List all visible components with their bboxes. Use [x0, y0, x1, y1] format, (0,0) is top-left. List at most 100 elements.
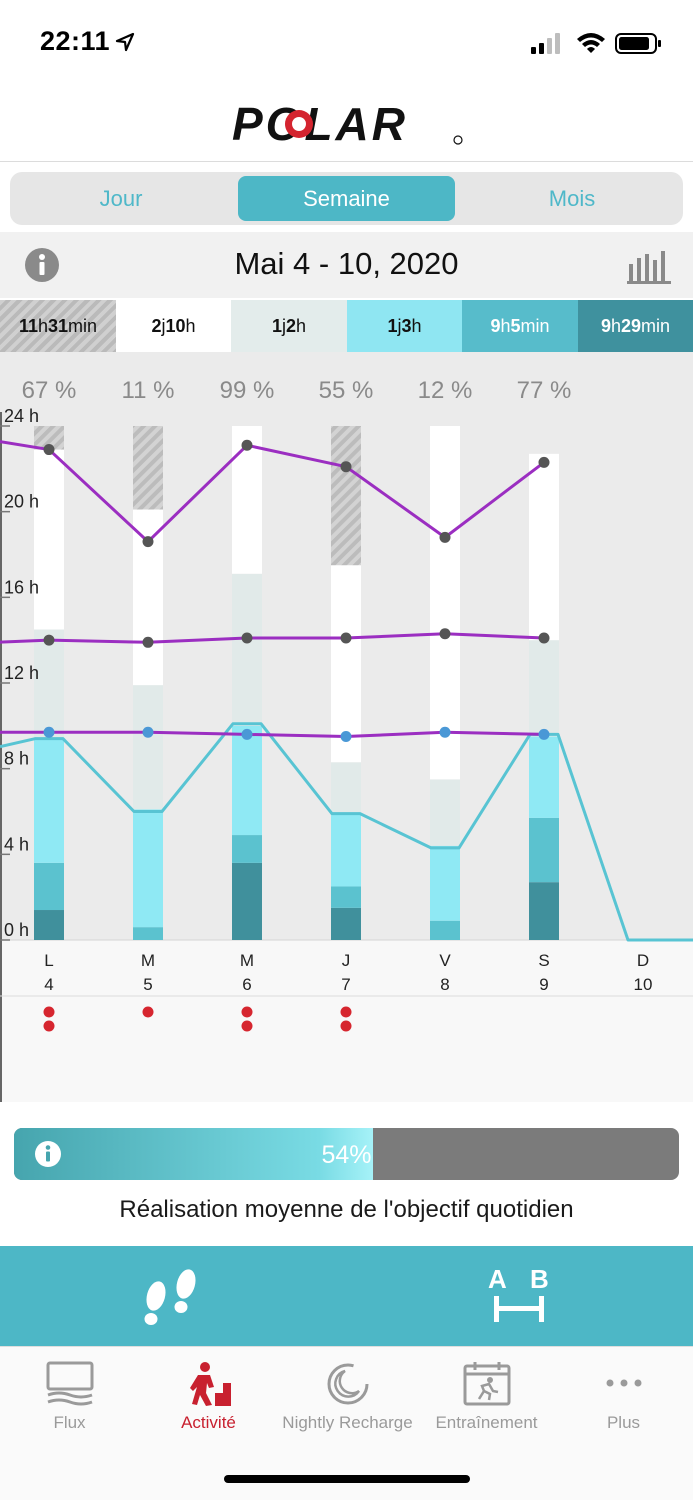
more-icon: [606, 1379, 641, 1387]
daily-goal-progress-bar: 54%: [14, 1128, 679, 1180]
progress-fill: [14, 1128, 374, 1180]
svg-text:A: A: [488, 1264, 507, 1294]
progress-info-icon[interactable]: [34, 1140, 62, 1168]
middle-line-point: [142, 636, 154, 648]
bar-segment-dark: [331, 907, 361, 940]
wifi-icon: [577, 33, 605, 53]
day-letter-label: S: [538, 951, 549, 970]
signal-icon: [531, 33, 560, 54]
home-indicator: [224, 1475, 470, 1483]
bar-segment-grey: [430, 779, 460, 846]
bar-segment-hatched: [133, 426, 163, 510]
tabbar-item-feed[interactable]: Flux: [0, 1347, 139, 1447]
bar-segment-light: [331, 813, 361, 887]
footsteps-icon[interactable]: [140, 1266, 206, 1328]
polar-logo: POLAR: [232, 102, 463, 146]
goal-percent-label: 11 %: [122, 377, 175, 404]
upper-line-point: [241, 439, 253, 451]
bar-segment-white: [133, 509, 163, 686]
blue-line-point: [241, 728, 253, 740]
upper-line-point: [538, 456, 550, 468]
day-letter-label: M: [240, 951, 254, 970]
bar-segment-dark: [232, 862, 262, 940]
tab-month[interactable]: Mois: [548, 186, 596, 211]
training-dot: [43, 1020, 55, 1032]
training-dot: [241, 1006, 253, 1018]
bar-chart-icon[interactable]: [627, 248, 671, 284]
info-icon[interactable]: [24, 247, 60, 283]
feed-icon: [46, 1361, 93, 1406]
training-dot: [142, 1006, 154, 1018]
tabbar-item-training[interactable]: Entraînement: [417, 1347, 556, 1447]
day-letter-label: L: [44, 951, 53, 970]
status-icons: [531, 33, 661, 54]
upper-line-point: [43, 444, 55, 456]
activity-icon: [189, 1362, 231, 1406]
tabbar-item-activity[interactable]: Activité: [139, 1347, 278, 1447]
date-header: Mai 4 - 10, 2020: [0, 232, 693, 298]
y-tick-label: 0 h: [4, 920, 29, 940]
middle-line-point: [43, 634, 55, 646]
bar-segment-medium: [34, 862, 64, 911]
summary-cell: 9h29min: [577, 300, 693, 352]
day-number-label: 8: [440, 975, 449, 994]
tabbar-label-nightly-recharge: Nightly Recharge: [282, 1413, 413, 1432]
bar-segment-white: [529, 453, 559, 641]
bar-segment-dark: [34, 910, 64, 940]
middle-line-point: [538, 632, 550, 644]
middle-line-point: [241, 632, 253, 644]
day-number-label: 7: [341, 975, 350, 994]
bottom-tab-bar: Flux Activité Nightly Recharge: [0, 1346, 693, 1500]
day-letter-label: V: [439, 951, 451, 970]
tabbar-label-training: Entraînement: [435, 1413, 538, 1432]
day-number-label: 5: [143, 975, 152, 994]
upper-line-point: [340, 461, 352, 473]
day-letter-label: D: [637, 951, 649, 970]
activity-summary-band: 11h31min 2j10h 1j2h 1j3h 9h5min 9h29min: [0, 300, 693, 352]
bar-segment-grey: [34, 629, 64, 739]
day-number-label: 10: [634, 975, 653, 994]
y-tick-label: 20 h: [4, 492, 39, 512]
date-range-title: Mai 4 - 10, 2020: [234, 246, 459, 281]
blue-line-point: [142, 726, 154, 738]
blue-line-point: [43, 726, 55, 738]
bar-segment-medium: [133, 927, 163, 940]
weekly-activity-chart: 24 h 20 h 16 h 12 h 8 h 4 h 0 h 67 % L 4 11 % M 5 99 …: [0, 352, 693, 1102]
progress-percentage: 54%: [321, 1141, 372, 1169]
training-dot: [340, 1020, 352, 1032]
summary-cell: 1j2h: [231, 300, 347, 352]
summary-cell: 1j3h: [346, 300, 463, 352]
summary-cell: 9h5min: [462, 300, 578, 352]
day-letter-label: J: [342, 951, 351, 970]
action-band: A B: [0, 1246, 693, 1346]
summary-cell: 2j10h: [115, 300, 232, 352]
tabbar-item-nightly-recharge[interactable]: Nightly Recharge: [278, 1347, 417, 1447]
svg-text:B: B: [530, 1264, 549, 1294]
bar-segment-grey: [529, 640, 559, 737]
bar-segment-white: [34, 449, 64, 630]
summary-cell: 11h31min: [0, 300, 116, 352]
period-segmented-control: Jour Semaine Mois: [10, 172, 683, 225]
bar-segment-light: [232, 725, 262, 836]
tab-week[interactable]: Semaine: [238, 176, 455, 221]
a-to-b-distance-icon[interactable]: A B: [484, 1264, 554, 1328]
y-tick-label: 8 h: [4, 749, 29, 769]
tabbar-item-more[interactable]: Plus: [554, 1347, 693, 1447]
tab-day[interactable]: Jour: [99, 186, 143, 211]
logo-header: POLAR: [0, 88, 693, 162]
svg-text:POLAR: POLAR: [232, 102, 408, 146]
y-tick-label: 12 h: [4, 663, 39, 683]
bar-segment-light: [34, 738, 64, 863]
bar-segment-light: [529, 736, 559, 818]
goal-percent-label: 77 %: [517, 377, 572, 404]
upper-line-point: [439, 531, 451, 543]
bar-segment-grey: [232, 573, 262, 726]
tabbar-label-activity: Activité: [181, 1413, 236, 1432]
bar-segment-hatched: [34, 426, 64, 450]
training-dot: [43, 1006, 55, 1018]
day-number-label: 4: [44, 975, 53, 994]
goal-percent-label: 55 %: [319, 377, 374, 404]
y-tick-label: 16 h: [4, 577, 39, 597]
bar-segment-grey: [331, 762, 361, 814]
blue-line-point: [439, 726, 451, 738]
